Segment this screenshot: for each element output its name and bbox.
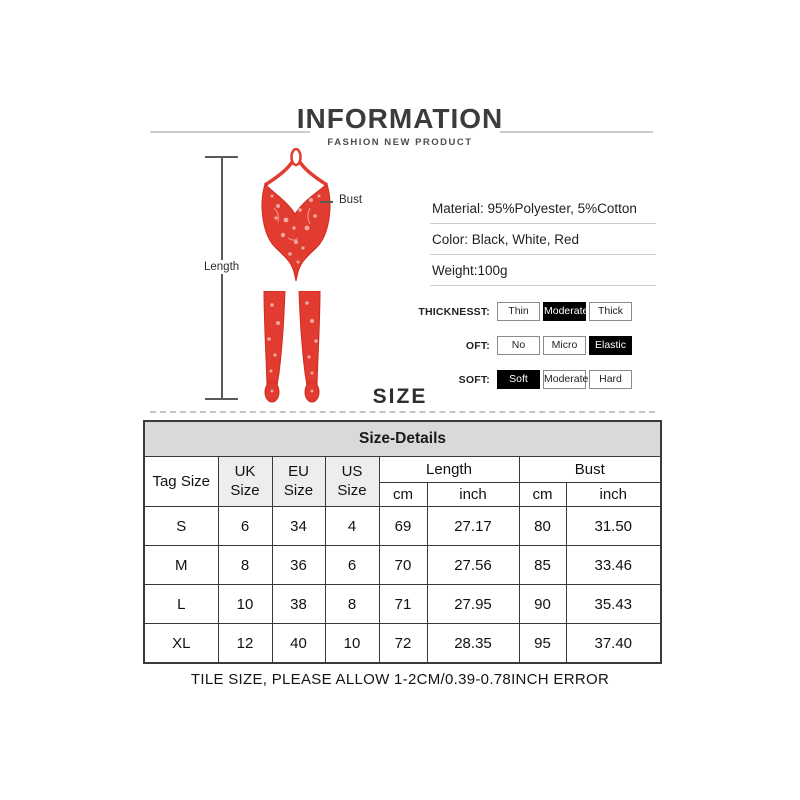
length-measure-line: [221, 157, 223, 400]
col-header-uk-size: UK Size: [217, 456, 273, 507]
col-header-eu-size: EU Size: [271, 456, 326, 507]
cell-uk: 8: [217, 545, 273, 585]
spec-color: Color: Black, White, Red: [430, 227, 656, 255]
unit-header-bust-cm: cm: [518, 482, 567, 507]
dashed-divider: [150, 411, 655, 413]
stretch-option-micro: Micro: [543, 336, 586, 355]
table-title: Size-Details: [143, 420, 662, 457]
cell-uk: 6: [217, 506, 273, 546]
cell-bust-inch: 35.43: [565, 584, 662, 624]
cell-length-inch: 27.56: [426, 545, 520, 585]
stretch-row: OFT: No Micro Elastic: [408, 336, 658, 355]
cell-length-cm: 72: [378, 623, 428, 664]
cell-length-inch: 27.95: [426, 584, 520, 624]
bodysuit-graphic: [261, 148, 331, 282]
cell-uk: 12: [217, 623, 273, 664]
table-row-s: S 6 34 4 69 27.17 80 31.50: [143, 506, 662, 546]
bust-pointer-dash: [320, 201, 333, 203]
cell-us: 10: [324, 623, 380, 664]
col-header-tag-size: Tag Size: [143, 456, 219, 507]
thickness-option-moderate-selected: Moderate: [543, 302, 588, 321]
cell-length-cm: 71: [378, 584, 428, 624]
attribute-rows: THICKNESST: Thin Moderate Thick OFT: No …: [408, 302, 658, 404]
spec-weight: Weight:100g: [430, 258, 656, 286]
thickness-option-thick: Thick: [589, 302, 632, 321]
unit-header-length-inch: inch: [426, 482, 520, 507]
bust-label: Bust: [339, 194, 363, 206]
size-section-heading: SIZE: [372, 385, 428, 408]
col-header-us-size: US Size: [324, 456, 380, 507]
cell-length-cm: 70: [378, 545, 428, 585]
cell-tag: XL: [143, 623, 219, 664]
cell-length-cm: 69: [378, 506, 428, 546]
table-row-l: L 10 38 8 71 27.95 90 35.43: [143, 584, 662, 624]
cell-bust-cm: 85: [518, 545, 567, 585]
cell-length-inch: 28.35: [426, 623, 520, 664]
cell-bust-inch: 31.50: [565, 506, 662, 546]
unit-header-bust-inch: inch: [565, 482, 662, 507]
cell-bust-cm: 80: [518, 506, 567, 546]
page-subtitle: FASHION NEW PRODUCT: [327, 137, 473, 148]
cell-tag: L: [143, 584, 219, 624]
thickness-row: THICKNESST: Thin Moderate Thick: [408, 302, 658, 321]
cell-bust-cm: 95: [518, 623, 567, 664]
softness-row: SOFT: Soft Moderate Hard: [408, 370, 658, 389]
softness-label: SOFT:: [458, 373, 490, 386]
group-header-bust: Bust: [518, 456, 662, 483]
cell-bust-inch: 33.46: [565, 545, 662, 585]
table-row-xl: XL 12 40 10 72 28.35 95 37.40: [143, 623, 662, 664]
softness-option-soft-selected: Soft: [497, 370, 540, 389]
stockings-graphic: [263, 291, 321, 403]
length-label: Length: [201, 260, 243, 274]
thickness-label: THICKNESST:: [418, 305, 490, 318]
softness-option-moderate: Moderate: [543, 370, 588, 389]
cell-eu: 36: [271, 545, 326, 585]
cell-us: 6: [324, 545, 380, 585]
cell-uk: 10: [217, 584, 273, 624]
softness-option-hard: Hard: [589, 370, 632, 389]
page-title: INFORMATION: [296, 103, 504, 134]
header-rule-right: [500, 131, 653, 133]
cell-bust-inch: 37.40: [565, 623, 662, 664]
cell-eu: 38: [271, 584, 326, 624]
length-arrow-bottom-cap: [205, 398, 238, 400]
cell-us: 4: [324, 506, 380, 546]
stretch-label: OFT:: [465, 339, 490, 352]
stretch-option-no: No: [497, 336, 540, 355]
thickness-option-thin: Thin: [497, 302, 540, 321]
unit-header-length-cm: cm: [378, 482, 428, 507]
cell-length-inch: 27.17: [426, 506, 520, 546]
group-header-length: Length: [378, 456, 520, 483]
cell-tag: M: [143, 545, 219, 585]
size-details-table: Size-Details Tag Size UK Size EU Size US…: [143, 420, 663, 664]
size-error-note: TILE SIZE, PLEASE ALLOW 1-2CM/0.39-0.78I…: [190, 671, 610, 688]
cell-bust-cm: 90: [518, 584, 567, 624]
spec-material: Material: 95%Polyester, 5%Cotton: [430, 196, 656, 224]
spec-list: Material: 95%Polyester, 5%Cotton Color: …: [430, 196, 656, 289]
header-rule-left: [150, 131, 310, 133]
cell-eu: 34: [271, 506, 326, 546]
stretch-option-elastic-selected: Elastic: [589, 336, 632, 355]
cell-us: 8: [324, 584, 380, 624]
table-row-m: M 8 36 6 70 27.56 85 33.46: [143, 545, 662, 585]
cell-tag: S: [143, 506, 219, 546]
cell-eu: 40: [271, 623, 326, 664]
